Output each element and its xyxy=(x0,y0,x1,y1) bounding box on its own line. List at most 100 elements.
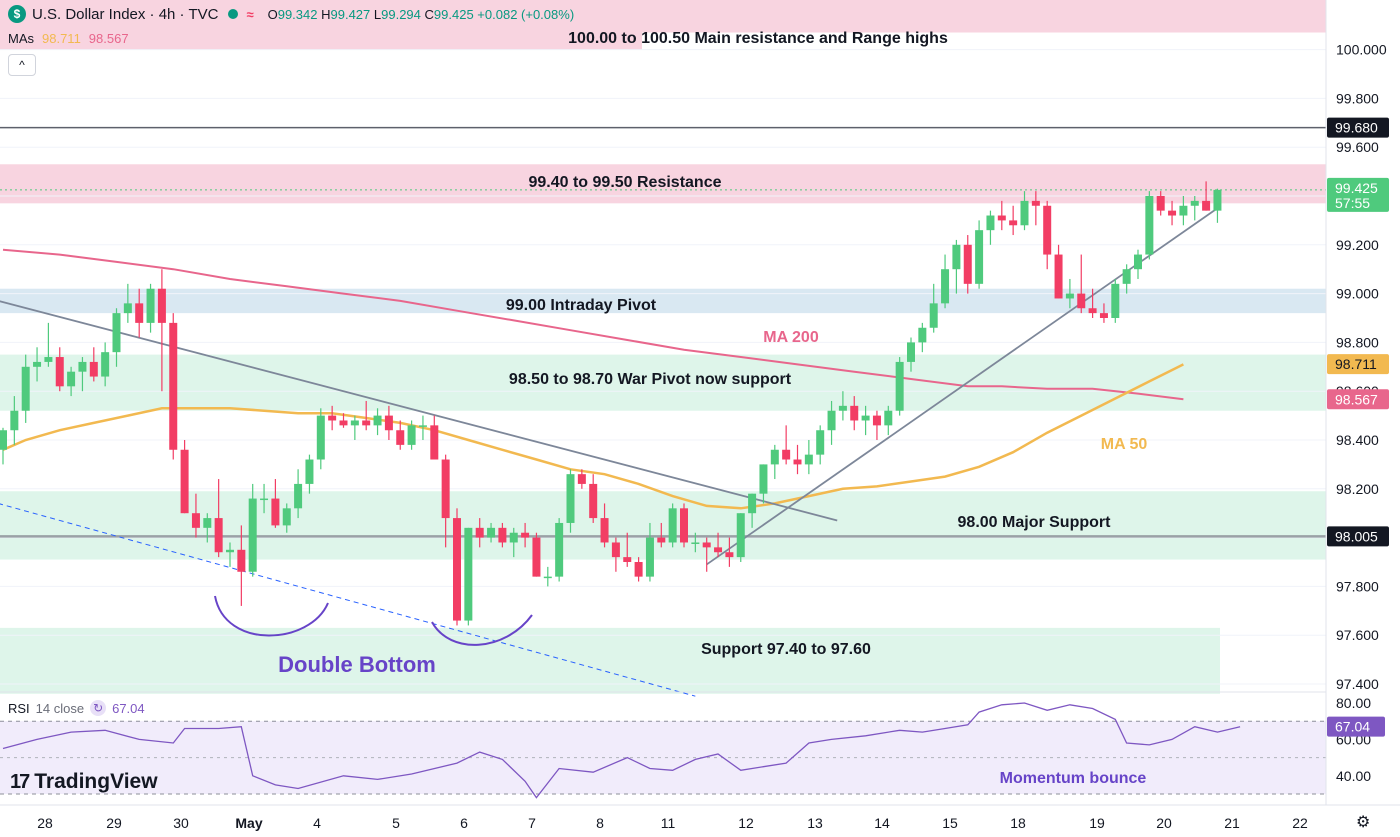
rsi-tick: 40.00 xyxy=(1336,768,1371,784)
rsi-band xyxy=(0,721,1326,794)
candle-body xyxy=(453,518,461,621)
candle xyxy=(384,405,393,440)
candle xyxy=(89,347,98,382)
rsi-label[interactable]: RSI xyxy=(8,700,30,716)
candle xyxy=(1134,249,1142,279)
candle xyxy=(146,283,155,333)
candle xyxy=(975,220,984,289)
candle-body xyxy=(487,527,496,538)
candle xyxy=(373,408,382,436)
candle-body xyxy=(1009,220,1018,226)
candle xyxy=(566,469,575,533)
candle-body xyxy=(941,269,950,304)
time-tick: 4 xyxy=(313,815,321,831)
zone-label: 99.40 to 99.50 Resistance xyxy=(528,174,721,191)
candle-body xyxy=(1031,200,1040,206)
candle-body xyxy=(1190,200,1199,206)
price-tag xyxy=(1327,177,1389,212)
price-tick: 98.400 xyxy=(1336,432,1379,448)
candle-body xyxy=(237,549,246,572)
candle xyxy=(1145,191,1154,260)
symbol-title[interactable]: U.S. Dollar Index · 4h · TVC xyxy=(32,5,219,23)
candle-body xyxy=(645,537,654,577)
time-tick: 6 xyxy=(460,815,468,831)
zone-label: 100.00 to 100.50 Main resistance and Ran… xyxy=(568,30,948,47)
tradingview-logo[interactable]: 17 TradingView xyxy=(10,770,158,794)
candle xyxy=(895,357,904,416)
close-label: C xyxy=(424,6,434,22)
candle-body xyxy=(1043,205,1052,255)
time-tick: 30 xyxy=(173,815,189,831)
mas-label[interactable]: MAs xyxy=(8,30,34,46)
candle xyxy=(850,396,859,431)
zone-label: 99.00 Intraday Pivot xyxy=(506,297,657,314)
gear-icon[interactable]: ⚙ xyxy=(1356,814,1371,831)
candle xyxy=(226,542,234,567)
candle xyxy=(248,483,257,577)
candle xyxy=(907,337,915,372)
candle-body xyxy=(0,430,7,450)
collapse-legend-button[interactable]: ^ xyxy=(8,54,36,76)
candle xyxy=(180,440,189,514)
candle-body xyxy=(521,532,530,538)
candle xyxy=(1043,200,1052,270)
candle-body xyxy=(782,449,791,460)
candle-body xyxy=(1122,269,1131,284)
candle-body xyxy=(634,562,643,577)
candle xyxy=(407,420,416,450)
candle xyxy=(1168,200,1177,226)
candle-body xyxy=(44,357,53,362)
candle-body xyxy=(793,459,802,465)
time-tick: 8 xyxy=(596,815,604,831)
candle-body xyxy=(418,425,427,427)
candle xyxy=(78,357,87,392)
ma-legend: MAs 98.711 98.567 xyxy=(0,28,129,48)
time-tick: 12 xyxy=(738,815,754,831)
candle-body xyxy=(872,415,881,426)
candle xyxy=(577,469,586,489)
low-label: L xyxy=(373,6,382,22)
open-value: 99.342 xyxy=(277,6,318,22)
candle xyxy=(67,366,76,397)
time-tick: 5 xyxy=(392,815,400,831)
time-tick: 14 xyxy=(874,815,890,831)
candle xyxy=(339,413,348,428)
annotations-layer: 100.00 to 100.50 Main resistance and Ran… xyxy=(214,30,1147,677)
candle-body xyxy=(146,288,155,323)
candle-body xyxy=(577,474,586,484)
candle xyxy=(55,347,64,392)
candle-body xyxy=(918,327,927,343)
candle xyxy=(350,415,359,440)
ma50-line xyxy=(2,363,1184,510)
candle-body xyxy=(407,425,416,445)
candle-body xyxy=(271,498,280,526)
candle xyxy=(135,288,144,338)
candle xyxy=(1179,196,1188,226)
candle-body xyxy=(907,342,915,362)
candle-body xyxy=(623,557,632,562)
candle xyxy=(1054,244,1063,299)
time-tick: 20 xyxy=(1156,815,1172,831)
rsi-line xyxy=(2,702,1241,799)
candle-body xyxy=(248,498,257,572)
dollar-icon: $ xyxy=(8,5,26,23)
price-tag-label: 99.680 xyxy=(1335,120,1378,136)
candle xyxy=(157,269,166,392)
price-tag-label: 98.567 xyxy=(1335,391,1378,407)
candle xyxy=(328,405,337,431)
candle xyxy=(555,518,564,582)
countdown-label: 57:55 xyxy=(1335,195,1370,211)
price-tag-label: 98.711 xyxy=(1335,356,1377,372)
wave-icon[interactable]: ≈ xyxy=(246,6,254,22)
candle-body xyxy=(770,449,779,465)
candle-body xyxy=(78,361,87,372)
candle-body xyxy=(294,483,303,509)
candle xyxy=(861,405,870,436)
refresh-icon[interactable]: ↻ xyxy=(90,700,107,716)
price-tick: 99.200 xyxy=(1336,237,1379,253)
tradingview-logo-icon: 17 xyxy=(10,770,30,793)
price-tick: 97.800 xyxy=(1336,578,1379,594)
ma200-line xyxy=(2,248,1184,401)
candle xyxy=(736,513,745,562)
